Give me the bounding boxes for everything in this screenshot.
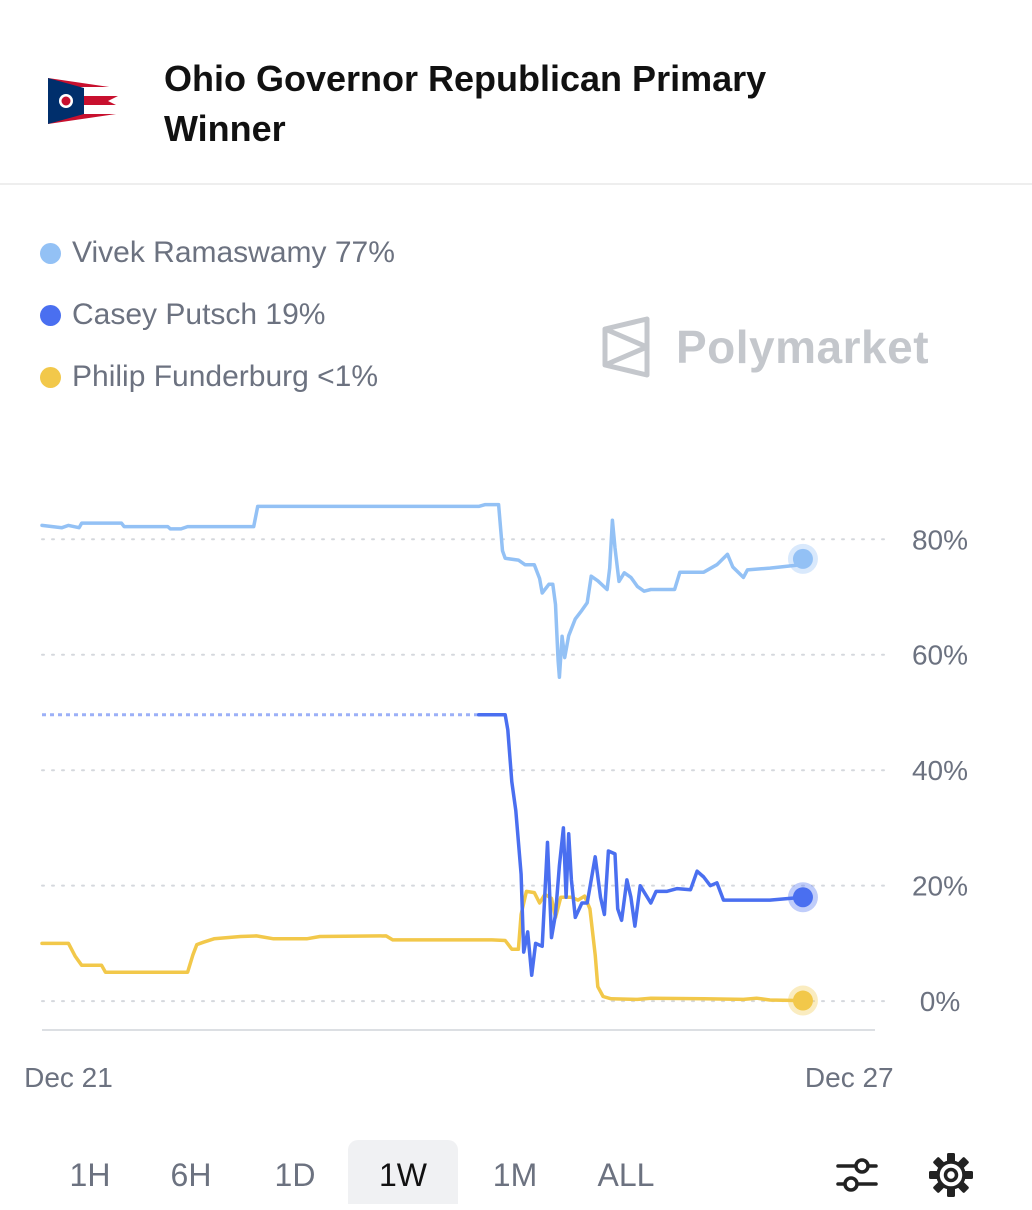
tick-labels: 80% 60% 40% 20% 0% Dec 21 Dec 27 xyxy=(24,524,968,1093)
y-tick-label: 60% xyxy=(912,640,968,671)
legend-dot xyxy=(40,242,61,264)
timeframe-all[interactable]: ALL xyxy=(597,1157,655,1193)
filter-sliders-icon[interactable] xyxy=(834,1152,880,1198)
legend-label: Philip Funderburg <1% xyxy=(72,360,379,393)
y-tick-label: 40% xyxy=(912,755,968,786)
legend-label: Vivek Ramaswamy 77% xyxy=(72,236,395,269)
legend-item-philip-funderburg: Philip Funderburg <1% xyxy=(40,346,395,408)
y-tick-label: 80% xyxy=(912,524,968,555)
x-tick-label: Dec 27 xyxy=(805,1062,894,1093)
legend-item-casey-putsch: Casey Putsch 19% xyxy=(40,284,395,346)
polymarket-logo-icon xyxy=(602,316,650,378)
timeframe-1w[interactable]: 1W xyxy=(348,1140,458,1204)
endpoint-dot-vivek-ramaswamy xyxy=(792,548,813,569)
y-tick-label: 20% xyxy=(912,871,968,902)
y-tick-label: 0% xyxy=(920,986,960,1017)
watermark-text: Polymarket xyxy=(676,321,930,373)
grid-lines xyxy=(41,538,886,1003)
series-line-vivek-ramaswamy xyxy=(40,502,805,680)
chart-legend: Vivek Ramaswamy 77% Casey Putsch 19% Phi… xyxy=(40,222,395,408)
x-tick-label: Dec 21 xyxy=(24,1062,113,1093)
gear-icon[interactable] xyxy=(928,1152,974,1198)
series-line-philip-funderburg xyxy=(40,889,805,1003)
series-line-casey-putsch xyxy=(476,713,805,977)
legend-label: Casey Putsch 19% xyxy=(72,298,326,331)
series-lines xyxy=(40,502,818,1016)
ohio-flag-icon xyxy=(48,78,130,124)
market-header: Ohio Governor Republican Primary Winner xyxy=(0,0,1032,185)
timeframe-1h[interactable]: 1H xyxy=(69,1157,111,1193)
timeframe-1d[interactable]: 1D xyxy=(274,1157,316,1193)
price-history-chart[interactable]: 80% 60% 40% 20% 0% Dec 21 Dec 27 xyxy=(0,470,1032,1110)
legend-item-vivek-ramaswamy: Vivek Ramaswamy 77% xyxy=(40,222,395,284)
endpoint-dot-philip-funderburg xyxy=(792,990,813,1011)
legend-dot xyxy=(40,366,61,388)
timeframe-1m[interactable]: 1M xyxy=(492,1157,538,1193)
endpoint-dot-casey-putsch xyxy=(792,887,813,908)
page-title: Ohio Governor Republican Primary Winner xyxy=(164,58,767,149)
timeframe-6h[interactable]: 6H xyxy=(170,1157,212,1193)
polymarket-watermark: Polymarket xyxy=(600,315,929,379)
legend-dot xyxy=(40,304,61,326)
timeframe-toolbar: 1H 6H 1D 1W 1M ALL xyxy=(0,1140,1032,1204)
